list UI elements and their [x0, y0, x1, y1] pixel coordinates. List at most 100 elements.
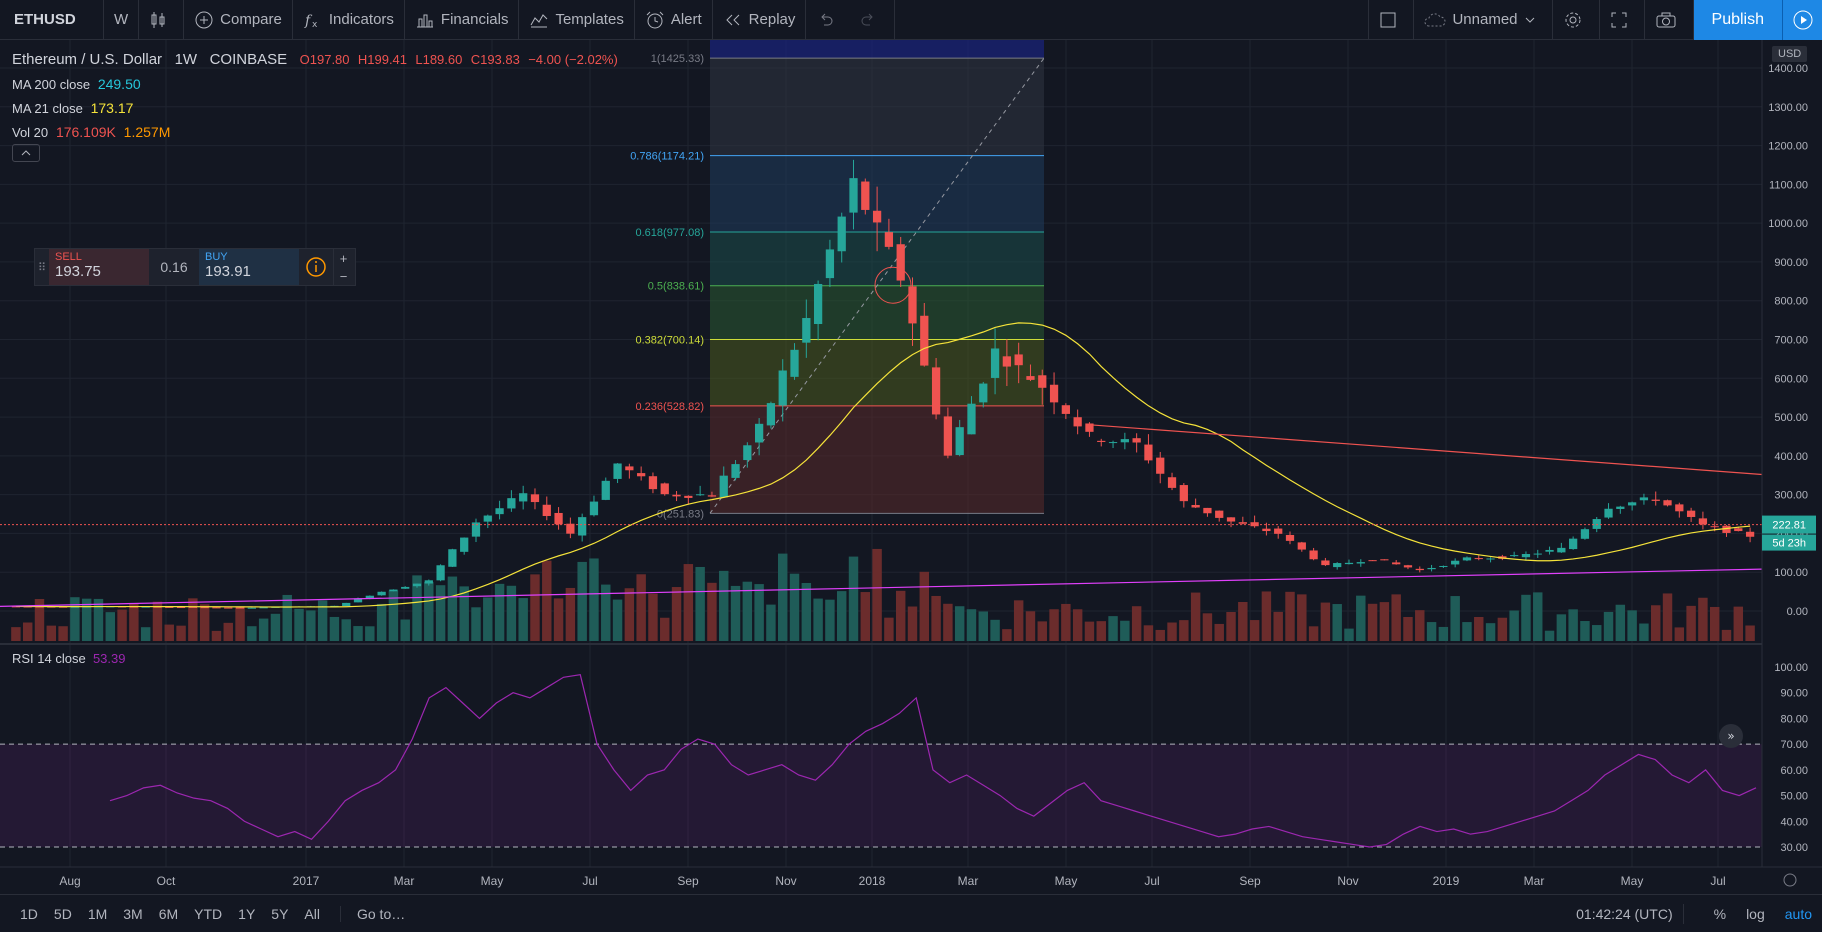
divider — [1682, 903, 1704, 924]
volume-bar — [1249, 620, 1260, 641]
range-button-1y[interactable]: 1Y — [238, 905, 256, 922]
volume-bar — [719, 570, 729, 641]
price-axis[interactable]: 1400.00 1300.00 1200.00 1100.00 1000.00 900.0… — [1761, 40, 1822, 867]
templates-label: Templates — [555, 11, 624, 28]
candle-body — [813, 283, 823, 325]
templates-button[interactable]: Templates — [519, 0, 635, 40]
candle-body — [1073, 417, 1082, 427]
goto-button[interactable]: Go to… — [339, 905, 405, 922]
redo-button[interactable] — [850, 0, 896, 40]
rsi-tick-label: 90.00 — [1780, 688, 1808, 700]
candle-body — [1510, 555, 1519, 557]
candle-body — [1038, 375, 1047, 388]
indicators-label: Indicators — [328, 11, 394, 28]
range-button-1d[interactable]: 1D — [20, 905, 38, 922]
ohlc-change: −4.00 (−2.02%) — [528, 52, 618, 67]
symbol-legend[interactable]: Ethereum / U.S. Dollar 1W COINBASE O197.… — [12, 48, 618, 72]
fullscreen-button[interactable] — [1600, 0, 1645, 40]
compare-button[interactable]: Compare — [184, 0, 293, 40]
range-button-6m[interactable]: 6M — [158, 905, 179, 922]
layout-name-menu[interactable]: Unnamed — [1414, 0, 1553, 40]
candle-body — [1049, 384, 1059, 403]
volume-bar — [447, 576, 458, 641]
publish-button[interactable]: Publish — [1693, 0, 1782, 40]
volume-bar — [117, 609, 127, 641]
candle-body — [672, 494, 681, 497]
volume-bar — [1179, 620, 1189, 641]
alert-button[interactable]: Alert — [635, 0, 713, 40]
fib-level-label: 0.236(528.82) — [636, 401, 705, 413]
percent-toggle[interactable]: % — [1713, 905, 1727, 922]
clock-timezone[interactable]: 01:42:24 (UTC) — [1576, 905, 1673, 922]
range-button-ytd[interactable]: YTD — [194, 905, 223, 922]
buy-button[interactable]: BUY 193.91 — [199, 249, 299, 285]
price-tick-label: 700.00 — [1774, 335, 1808, 347]
candle-body — [1179, 485, 1188, 502]
range-button-1m[interactable]: 1M — [87, 905, 108, 922]
auto-toggle[interactable]: auto — [1784, 905, 1812, 922]
ma200-legend[interactable]: MA 200 close 249.50 — [12, 72, 618, 96]
price-chart[interactable]: 1(1425.33) 0.786(1174.21) 0.618(977.08) 0.5… — [0, 40, 1822, 894]
volume-bar — [164, 624, 174, 641]
candle-body — [896, 244, 905, 281]
time-tick-label: Nov — [1337, 874, 1358, 888]
range-button-3m[interactable]: 3M — [123, 905, 143, 922]
chart-type-button[interactable] — [139, 0, 185, 40]
ma21-legend[interactable]: MA 21 close 173.17 — [12, 96, 618, 120]
plus-circle-icon — [195, 11, 213, 28]
fib-level-label: 0.5(838.61) — [648, 281, 704, 293]
undo-button[interactable] — [806, 0, 850, 40]
volume-bar — [636, 574, 646, 641]
volume-value: 176.109K — [55, 124, 116, 140]
symbol-search[interactable]: ETHUSD — [0, 0, 104, 40]
candle-body — [377, 591, 386, 596]
volume-bar — [483, 597, 493, 641]
sell-button[interactable]: SELL 193.75 — [49, 249, 149, 285]
sell-label: SELL — [55, 251, 82, 263]
increase-button[interactable]: + — [339, 250, 348, 266]
legend-collapse-button[interactable] — [12, 144, 40, 162]
interval-selector[interactable]: W — [104, 0, 140, 40]
settings-button[interactable] — [1553, 0, 1600, 40]
range-button-all[interactable]: All — [304, 905, 320, 922]
volume-bar — [1155, 629, 1165, 641]
rsi-pane: » — [0, 674, 1762, 848]
candle-body — [188, 606, 197, 608]
candle-body — [1627, 502, 1637, 506]
volume-bar — [695, 566, 705, 641]
decrease-button[interactable]: − — [339, 268, 348, 284]
range-button-5d[interactable]: 5D — [53, 905, 72, 922]
fullscreen-icon — [1611, 12, 1627, 27]
info-button[interactable] — [299, 249, 333, 285]
candle-body — [448, 549, 457, 567]
candle-body — [1215, 510, 1224, 518]
volume-bar — [1025, 611, 1036, 641]
fib-level-label: 0.618(977.08) — [636, 227, 705, 239]
time-tick-label: 2018 — [859, 874, 886, 888]
chevron-up-icon — [21, 150, 31, 156]
financials-button[interactable]: Financials — [405, 0, 520, 40]
range-button-5y[interactable]: 5Y — [271, 905, 289, 922]
replay-button[interactable]: Replay — [713, 0, 807, 40]
volume-bar — [1356, 595, 1366, 641]
volume-legend[interactable]: Vol 20 176.109K 1.257M — [12, 120, 618, 144]
drag-handle-icon[interactable]: ⠿ — [37, 261, 47, 274]
volume-bar — [1285, 591, 1295, 641]
volume-bar — [518, 598, 528, 641]
time-tick-label: Aug — [59, 874, 80, 888]
replay-label: Replay — [748, 11, 796, 28]
time-axis[interactable]: Aug Oct 2017 Mar May Jul Sep Nov 2018 Mar May Jul Se… — [0, 866, 1822, 888]
layout-square-button[interactable] — [1368, 0, 1415, 40]
time-tick-label: Mar — [958, 874, 979, 888]
volume-bar — [1391, 594, 1401, 641]
play-button[interactable] — [1782, 0, 1822, 40]
volume-bar — [294, 608, 304, 641]
volume-bar — [1485, 623, 1496, 641]
rsi-legend[interactable]: RSI 14 close 53.39 — [12, 651, 125, 666]
log-toggle[interactable]: log — [1746, 905, 1765, 922]
snapshot-button[interactable] — [1645, 0, 1694, 40]
symbol-title: Ethereum / U.S. Dollar — [12, 51, 163, 68]
countdown-badge — [1762, 534, 1816, 551]
volume-bar — [1049, 609, 1059, 641]
